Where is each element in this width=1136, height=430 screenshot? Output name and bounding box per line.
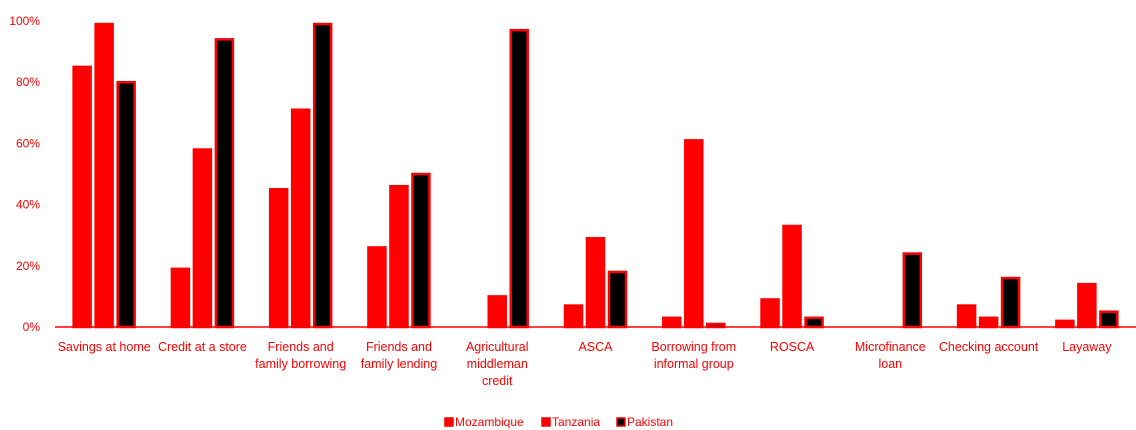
bar-tanzania bbox=[290, 108, 311, 329]
x-tick-label: Layaway bbox=[1062, 340, 1112, 354]
bar-mozambique bbox=[170, 267, 191, 329]
bar-pakistan bbox=[116, 80, 136, 329]
bar-mozambique bbox=[72, 65, 92, 329]
bar-pakistan bbox=[804, 316, 824, 329]
bar-mozambique bbox=[563, 304, 584, 329]
bar-tanzania bbox=[1077, 282, 1097, 329]
y-tick-label: 60% bbox=[16, 136, 40, 150]
bar-pakistan bbox=[214, 38, 235, 329]
legend: Mozambique Tanzania Pakistan bbox=[444, 415, 673, 429]
legend-label-mozambique: Mozambique bbox=[455, 415, 524, 429]
legend-swatch-mozambique bbox=[444, 417, 454, 427]
x-tick-label: Friends and family borrowing bbox=[255, 340, 346, 371]
legend-swatch-tanzania bbox=[541, 417, 551, 427]
y-tick-label: 20% bbox=[16, 259, 40, 273]
x-tick-label: Microfinance loan bbox=[855, 340, 926, 371]
legend-label-tanzania: Tanzania bbox=[552, 415, 600, 429]
bar-tanzania bbox=[782, 224, 802, 329]
bars bbox=[72, 22, 1119, 329]
bar-tanzania bbox=[94, 22, 114, 329]
bar-pakistan bbox=[1099, 310, 1119, 329]
bar-pakistan bbox=[607, 270, 628, 329]
legend-label-pakistan: Pakistan bbox=[627, 415, 673, 429]
bar-tanzania bbox=[684, 139, 704, 329]
x-axis-labels: Savings at home Credit at a store Friends … bbox=[58, 340, 1113, 388]
x-tick-label: ROSCA bbox=[770, 340, 815, 354]
x-tick-label: Checking account bbox=[939, 340, 1039, 354]
y-tick-label: 0% bbox=[23, 320, 41, 334]
y-tick-label: 40% bbox=[16, 198, 40, 212]
bar-tanzania bbox=[585, 237, 606, 329]
bar-tanzania bbox=[192, 148, 213, 329]
x-tick-label: Agricultural middleman credit bbox=[466, 340, 529, 388]
legend-swatch-pakistan bbox=[616, 417, 626, 427]
bar-tanzania bbox=[389, 184, 409, 329]
bar-mozambique bbox=[268, 188, 289, 329]
y-tick-label: 80% bbox=[16, 75, 40, 89]
bar-pakistan bbox=[1000, 276, 1021, 329]
bar-pakistan bbox=[312, 22, 333, 329]
x-tick-label: Friends and family lending bbox=[361, 340, 437, 371]
y-tick-label: 100% bbox=[9, 14, 40, 28]
x-tick-label: Credit at a store bbox=[158, 340, 247, 354]
bar-mozambique bbox=[956, 304, 977, 329]
bar-pakistan bbox=[902, 252, 923, 329]
bar-mozambique bbox=[662, 316, 682, 329]
bar-tanzania bbox=[978, 316, 999, 329]
x-tick-label: Savings at home bbox=[58, 340, 151, 354]
x-tick-label: Borrowing from informal group bbox=[651, 340, 736, 371]
bar-pakistan bbox=[411, 172, 431, 329]
bar-tanzania bbox=[487, 295, 507, 329]
bar-pakistan bbox=[509, 28, 529, 329]
y-axis-ticks: 0% 20% 40% 60% 80% 100% bbox=[9, 14, 40, 334]
bar-mozambique bbox=[367, 246, 387, 329]
bar-mozambique bbox=[760, 298, 780, 329]
x-tick-label: ASCA bbox=[578, 340, 613, 354]
bar-mozambique bbox=[1055, 319, 1075, 329]
